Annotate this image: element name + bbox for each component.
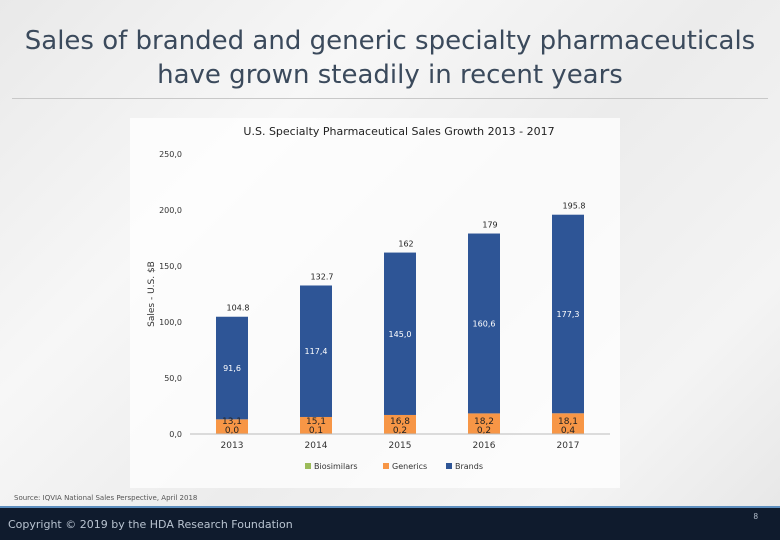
data-label-brands: 117,4 bbox=[305, 347, 328, 356]
x-tick-label: 2013 bbox=[221, 441, 244, 451]
data-label-brands: 177,3 bbox=[557, 310, 580, 319]
y-axis-label: Sales - U.S. $B bbox=[147, 261, 157, 327]
bar-generics-2014 bbox=[300, 416, 332, 434]
data-label-total: 195.8 bbox=[563, 202, 586, 211]
bar-brands-2017 bbox=[552, 214, 584, 414]
y-tick-label: 50,0 bbox=[164, 374, 182, 383]
legend-label-brands: Brands bbox=[455, 462, 483, 471]
legend-swatch-generics bbox=[383, 463, 389, 469]
data-label-generics: 16,8 bbox=[390, 417, 410, 427]
data-label-generics: 15,1 bbox=[306, 417, 326, 427]
bar-brands-2013 bbox=[216, 316, 248, 420]
legend-swatch-brands bbox=[446, 463, 452, 469]
y-tick-label: 150,0 bbox=[159, 262, 182, 271]
bar-brands-2014 bbox=[300, 285, 332, 417]
data-label-brands: 145,0 bbox=[389, 330, 412, 339]
legend-label-biosimilars: Biosimilars bbox=[314, 462, 358, 471]
y-tick-label: 200,0 bbox=[159, 206, 182, 215]
x-tick-label: 2016 bbox=[473, 441, 496, 451]
footer-accent-line bbox=[0, 506, 780, 508]
slide-title: Sales of branded and generic specialty p… bbox=[24, 26, 756, 90]
legend-swatch-biosimilars bbox=[305, 463, 311, 469]
x-tick-label: 2014 bbox=[305, 441, 328, 451]
data-label-generics: 18,2 bbox=[474, 417, 494, 427]
footer-bar: Copyright © 2019 by the HDA Research Fou… bbox=[0, 506, 780, 540]
bar-generics-2017 bbox=[552, 413, 584, 434]
bar-brands-2015 bbox=[384, 252, 416, 415]
legend-label-generics: Generics bbox=[392, 462, 427, 471]
data-label-biosimilars: 0,2 bbox=[477, 426, 491, 436]
data-label-total: 179 bbox=[482, 221, 497, 230]
data-label-brands: 91,6 bbox=[223, 364, 241, 373]
data-label-generics: 18,1 bbox=[558, 417, 578, 427]
data-label-biosimilars: 0,0 bbox=[225, 426, 240, 436]
sales-chart: U.S. Specialty Pharmaceutical Sales Grow… bbox=[147, 125, 610, 471]
x-tick-label: 2015 bbox=[389, 441, 412, 451]
y-tick-label: 0,0 bbox=[169, 430, 182, 439]
bar-brands-2016 bbox=[468, 233, 500, 414]
data-label-brands: 160,6 bbox=[473, 319, 496, 328]
copyright-text: Copyright © 2019 by the HDA Research Fou… bbox=[8, 518, 293, 531]
data-label-total: 104.8 bbox=[227, 304, 250, 313]
data-label-generics: 13,1 bbox=[222, 417, 242, 427]
chart-title: U.S. Specialty Pharmaceutical Sales Grow… bbox=[243, 125, 554, 138]
data-label-biosimilars: 0,1 bbox=[309, 426, 323, 436]
data-label-biosimilars: 0,2 bbox=[393, 426, 407, 436]
bar-generics-2016 bbox=[468, 413, 500, 434]
data-label-total: 132.7 bbox=[311, 272, 334, 281]
x-tick-label: 2017 bbox=[557, 441, 580, 451]
y-tick-label: 100,0 bbox=[159, 318, 182, 327]
data-label-biosimilars: 0,4 bbox=[561, 426, 576, 436]
title-divider bbox=[12, 98, 768, 99]
bar-generics-2013 bbox=[216, 419, 248, 434]
chart-panel: U.S. Specialty Pharmaceutical Sales Grow… bbox=[130, 118, 620, 488]
bar-generics-2015 bbox=[384, 414, 416, 434]
y-tick-label: 250,0 bbox=[159, 150, 182, 159]
data-label-total: 162 bbox=[398, 240, 413, 249]
page-number: 8 bbox=[753, 512, 758, 521]
source-note: Source: IQVIA National Sales Perspective… bbox=[14, 494, 198, 502]
